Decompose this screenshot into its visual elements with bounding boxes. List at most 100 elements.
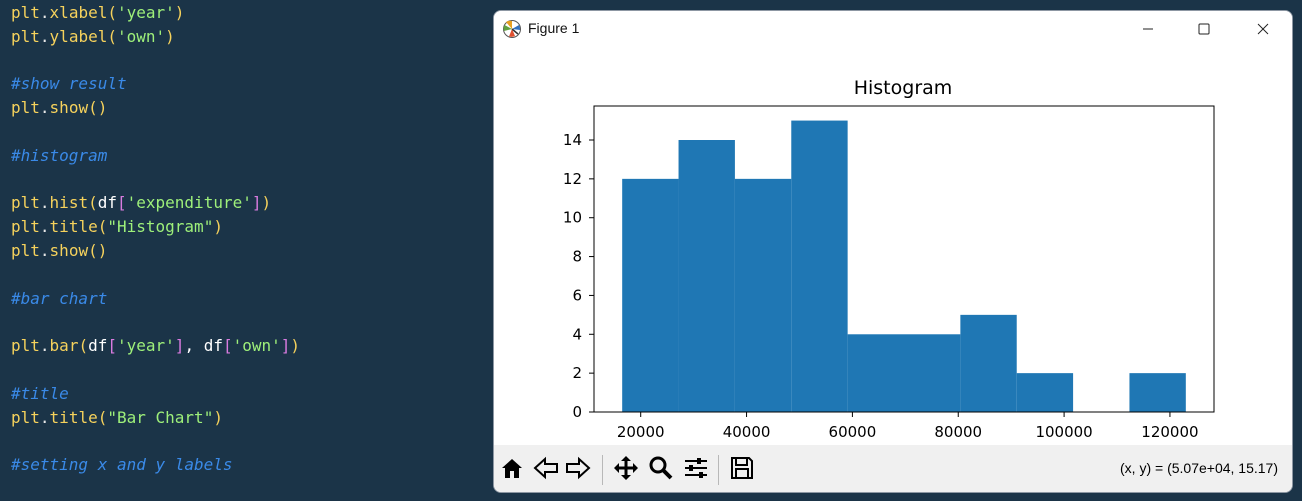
figure-window: Figure 1 Histogram 20000 40000 60000 80000 1… [493,10,1293,493]
x-tick-label: 20000 [617,423,665,441]
histogram-bar [791,120,848,413]
code-line: plt.bar(df['year'], df['own']) [11,334,300,358]
code-comment-line: #title [11,382,69,406]
code-token: . [39,217,50,237]
code-token: 'expenditure' [126,193,252,213]
histogram-bar [622,178,679,412]
code-token: plt [11,407,40,427]
x-tick-label: 40000 [723,423,771,441]
toolbar-separator [602,455,603,485]
code-token: ( [97,407,108,427]
code-line: plt.title("Bar Chart") [11,406,223,430]
code-token: plt [11,241,40,260]
y-tick-label: 2 [572,364,582,382]
code-token: df [97,193,117,213]
code-token: ( [78,336,89,356]
code-comment-line: #setting x and y labels [11,453,233,477]
maximize-button[interactable] [1175,11,1233,47]
code-token: df [88,336,108,356]
x-tick-label: 60000 [829,423,877,441]
code-token: show [49,241,89,260]
code-editor[interactable]: plt.xlabel('year') plt.ylabel('own') #show… [0,0,500,501]
chart-title: Histogram [854,77,953,99]
code-token: , df [184,336,223,356]
code-line: plt.title("Histogram") [11,215,223,239]
back-button[interactable] [532,456,560,484]
histogram-chart: Histogram 20000 40000 60000 80000 100000 1200… [563,77,1215,441]
plot-canvas[interactable]: Histogram 20000 40000 60000 80000 100000 1200… [494,47,1292,445]
y-tick-label: 10 [563,209,582,227]
code-token: plt [11,26,40,46]
histogram-bar [904,334,961,412]
configure-subplots-icon [683,455,709,485]
code-token: xlabel [49,3,108,22]
x-tick-label: 80000 [934,423,982,441]
code-token: ) [290,336,301,356]
code-token: . [39,193,50,213]
zoom-button[interactable] [647,456,675,484]
code-line: plt.hist(df['expenditure']) [11,191,271,215]
code-token: #histogram [11,145,108,165]
axes-frame [593,105,1215,413]
close-icon [1257,23,1269,35]
y-tick-label: 0 [572,403,582,421]
code-token: ) [174,3,185,22]
histogram-bar [847,334,904,412]
code-token: plt [11,193,40,213]
configure-subplots-button[interactable] [682,456,710,484]
code-token: . [39,3,50,22]
code-token: ) [213,407,223,427]
close-button[interactable] [1234,11,1292,47]
code-token: [ [116,193,127,213]
code-token: . [39,336,50,356]
x-tick-label: 100000 [1035,423,1092,441]
code-line: plt.xlabel('year') [11,1,184,25]
pan-button[interactable] [612,456,640,484]
save-button[interactable] [728,456,756,484]
home-button[interactable] [498,456,526,484]
histogram-bar [734,178,792,412]
title-bar: Figure 1 [494,11,1292,47]
code-token: title [49,407,98,427]
code-token: . [39,98,50,118]
toolbar-separator [718,455,719,485]
navigation-toolbar: (x, y) = (5.07e+04, 15.17) [494,445,1292,492]
y-tick-label: 8 [572,248,582,266]
code-token: hist [49,193,89,213]
forward-arrow-icon [565,455,591,485]
y-tick-label: 4 [572,325,582,343]
code-token: ( [88,193,98,213]
code-token: #bar chart [11,288,108,308]
code-token: ] [280,336,291,356]
code-token: . [39,26,50,46]
code-token: 'own' [116,26,166,46]
histogram-bar [960,314,1017,412]
matplotlib-logo-icon [502,19,522,39]
code-token: title [49,217,98,237]
code-token: "Bar Chart" [107,407,214,427]
y-tick-label: 14 [563,131,582,149]
y-tick-label: 6 [572,286,582,304]
code-token: plt [11,3,40,22]
code-comment-line: #show result [11,72,127,96]
code-token: ] [251,193,262,213]
code-token: . [39,407,50,427]
code-token: plt [11,336,40,356]
code-line: plt.show() [11,239,107,263]
code-token: #show result [11,74,127,94]
code-token: () [88,98,108,118]
code-token: () [88,241,108,260]
code-line: plt.show() [11,96,107,120]
pan-icon [613,455,639,485]
forward-button[interactable] [564,456,592,484]
histogram-bar [678,140,735,412]
code-token: ylabel [49,26,108,46]
code-comment-line: #histogram [11,144,107,168]
code-token: ( [107,26,117,46]
code-token: ) [261,193,272,213]
code-token: plt [11,217,40,237]
histogram-bar [1129,373,1186,412]
code-token: [ [107,336,117,356]
minimize-button[interactable] [1119,11,1177,47]
code-comment-line: #bar chart [11,287,107,311]
